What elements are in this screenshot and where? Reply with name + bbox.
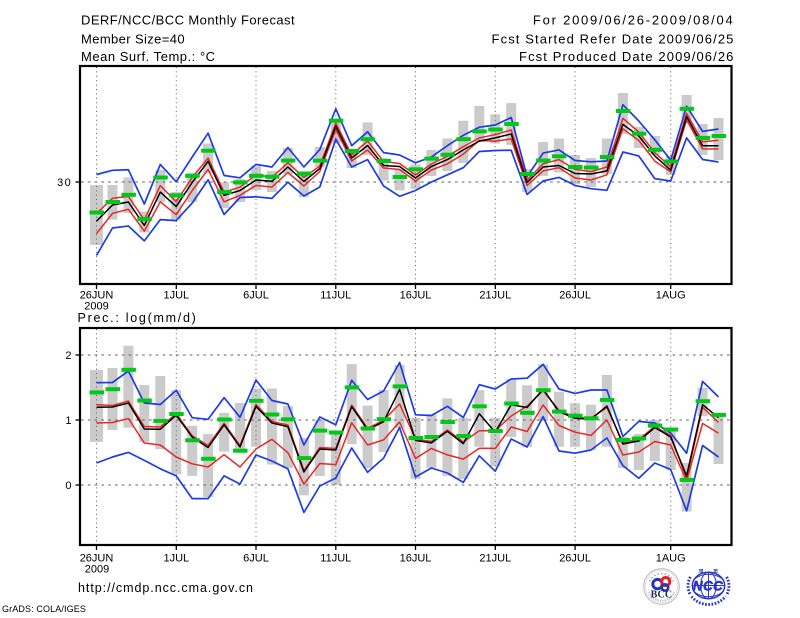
svg-text:DERF/NCC/BCC Monthly Forecast: DERF/NCC/BCC Monthly Forecast <box>81 13 295 28</box>
svg-text:11JUL: 11JUL <box>320 290 351 302</box>
svg-text:16JUL: 16JUL <box>400 553 432 565</box>
svg-text:1JUL: 1JUL <box>163 290 189 302</box>
svg-text:2009: 2009 <box>85 564 109 576</box>
svg-text:6JUL: 6JUL <box>243 290 269 302</box>
svg-text:26JUL: 26JUL <box>559 553 591 565</box>
svg-text:Fcst Started Refer Date 2009/0: Fcst Started Refer Date 2009/06/25 <box>492 32 735 47</box>
svg-text:For 2009/06/26-2009/08/04: For 2009/06/26-2009/08/04 <box>533 13 735 28</box>
svg-text:16JUL: 16JUL <box>400 290 432 302</box>
svg-text:1AUG: 1AUG <box>656 290 686 302</box>
svg-text:2009: 2009 <box>84 301 108 313</box>
svg-text:Member Size=40: Member Size=40 <box>81 32 185 47</box>
svg-text:2: 2 <box>65 350 71 362</box>
svg-text:NCC: NCC <box>693 578 723 593</box>
svg-text:1AUG: 1AUG <box>656 553 686 565</box>
svg-text:30: 30 <box>57 177 72 189</box>
svg-text:GrADS: COLA/IGES: GrADS: COLA/IGES <box>2 604 86 614</box>
svg-text:BCC: BCC <box>651 590 673 601</box>
svg-text:Mean Surf. Temp.: °C: Mean Surf. Temp.: °C <box>81 49 216 64</box>
svg-text:1JUL: 1JUL <box>163 553 189 565</box>
svg-text:6JUL: 6JUL <box>243 553 269 565</box>
svg-text:21JUL: 21JUL <box>479 290 511 302</box>
svg-text:26JUN: 26JUN <box>80 553 114 565</box>
svg-text:1: 1 <box>65 415 71 427</box>
svg-text:11JUL: 11JUL <box>320 553 351 565</box>
svg-text:26JUN: 26JUN <box>80 290 114 302</box>
svg-text:0: 0 <box>65 480 71 492</box>
svg-text:http://cmdp.ncc.cma.gov.cn: http://cmdp.ncc.cma.gov.cn <box>78 581 254 595</box>
svg-text:26JUL: 26JUL <box>559 290 591 302</box>
svg-text:Prec.: log(mm/d): Prec.: log(mm/d) <box>78 311 198 325</box>
svg-text:Fcst Produced Date 2009/06/26: Fcst Produced Date 2009/06/26 <box>519 49 734 64</box>
svg-text:21JUL: 21JUL <box>479 553 511 565</box>
